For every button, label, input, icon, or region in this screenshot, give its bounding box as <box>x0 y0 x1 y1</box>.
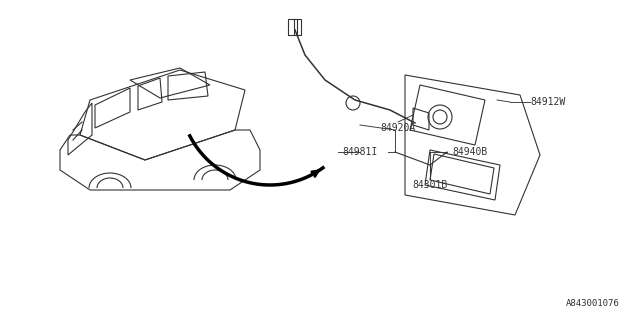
Text: 84920A: 84920A <box>380 123 415 133</box>
Text: 84301B: 84301B <box>412 180 447 190</box>
Text: A843001076: A843001076 <box>566 299 620 308</box>
Text: 84940B: 84940B <box>452 147 488 157</box>
Text: 84981I: 84981I <box>342 147 378 157</box>
Text: 84912W: 84912W <box>530 97 565 107</box>
